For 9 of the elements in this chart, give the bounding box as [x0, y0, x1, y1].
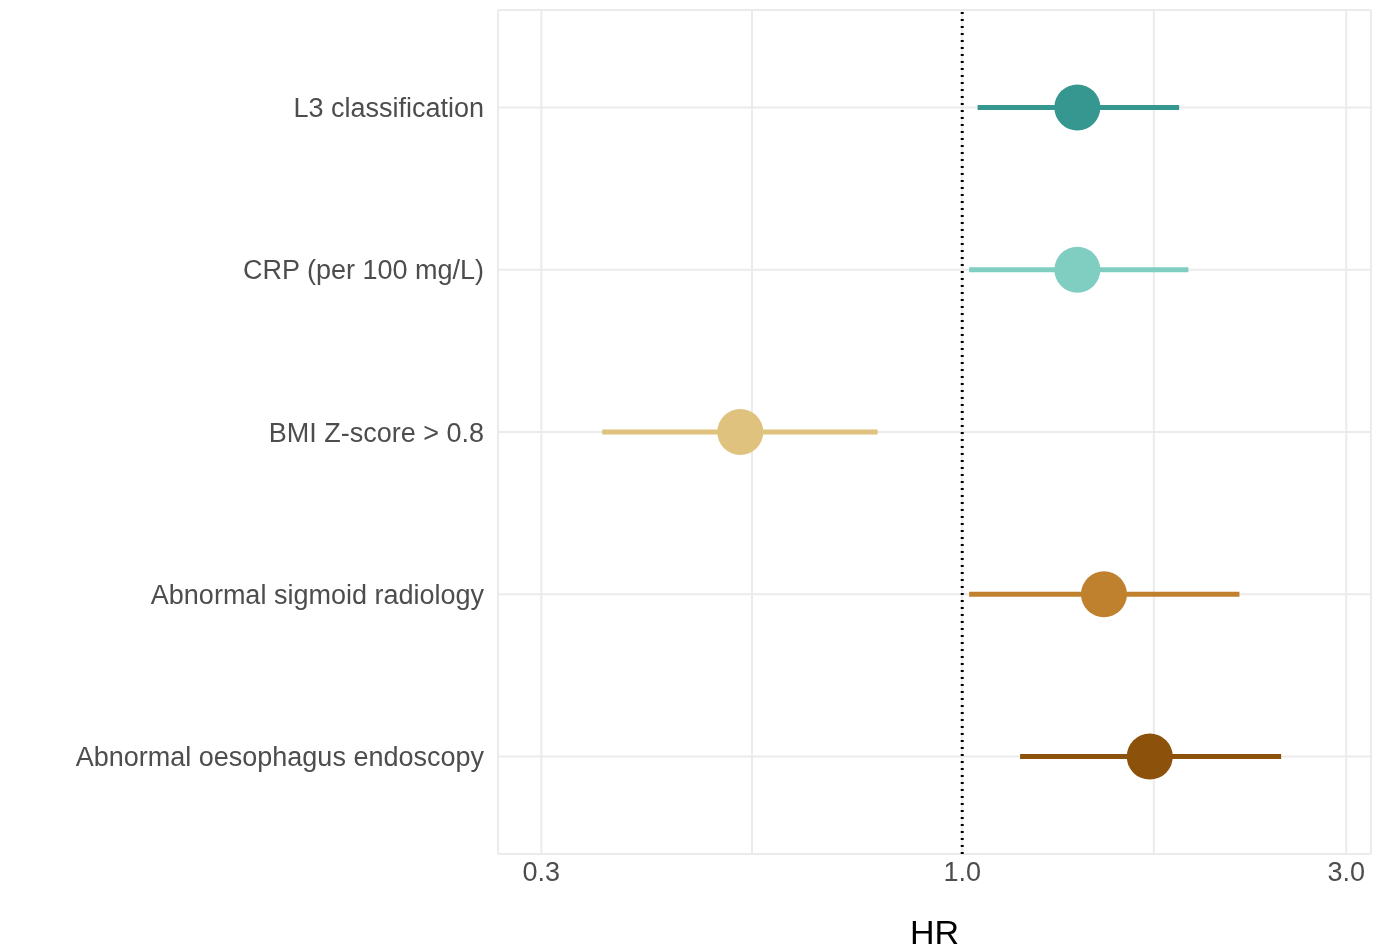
y-tick-label: BMI Z-score > 0.8 — [268, 417, 484, 448]
x-tick-label: 3.0 — [1327, 857, 1366, 888]
y-tick-label: CRP (per 100 mg/L) — [242, 255, 484, 286]
x-axis-title: HR — [909, 913, 960, 951]
x-tick-label: 0.3 — [522, 857, 561, 888]
y-tick-label: L3 classification — [293, 92, 484, 123]
y-tick-label: Abnormal oesophagus endoscopy — [75, 742, 485, 773]
x-tick-label: 1.0 — [943, 857, 981, 888]
y-tick-label: Abnormal sigmoid radiology — [150, 579, 485, 610]
